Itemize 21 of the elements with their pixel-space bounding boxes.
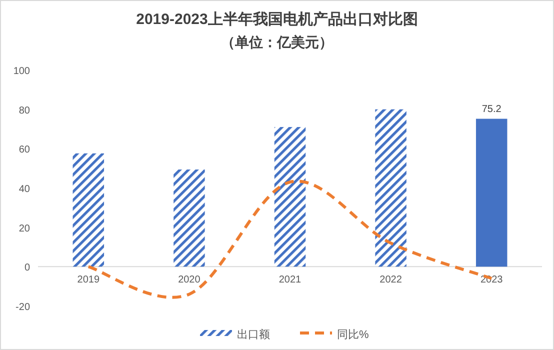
chart-title: 2019-2023上半年我国电机产品出口对比图 [136,11,418,28]
x-tick-label: 2022 [380,274,402,286]
bar [72,153,104,267]
x-tick-label: 2019 [77,274,100,286]
chart-subtitle: （单位：亿美元） [221,34,333,50]
y-tick-label: -20 [16,302,30,313]
bar [375,109,406,267]
y-tick-label: 100 [13,66,30,77]
bar [174,170,205,267]
legend-label: 出口额 [237,328,270,341]
y-tick-label: 60 [18,144,30,156]
y-tick-label: 0 [24,262,30,274]
legend-label: 同比% [337,328,369,341]
x-tick-label: 2020 [178,274,201,286]
bar [476,118,508,267]
bar [274,127,306,267]
y-tick-label: 80 [18,105,30,116]
y-tick-label: 40 [18,184,30,195]
y-tick-label: 20 [18,223,30,234]
x-tick-label: 2021 [278,274,302,286]
data-label: 75.2 [482,104,502,115]
